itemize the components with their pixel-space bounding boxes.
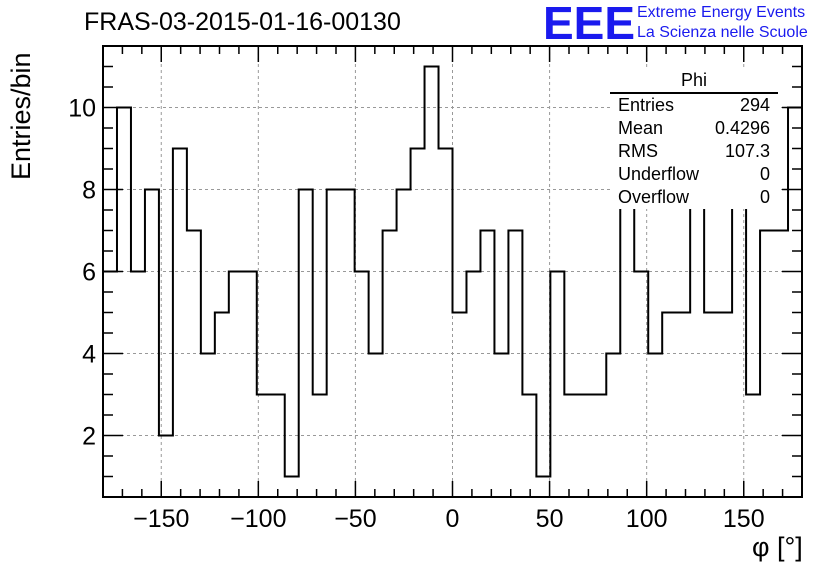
histogram-bin <box>536 477 550 498</box>
histogram-bin <box>718 313 732 498</box>
histogram-bin <box>327 190 341 498</box>
histogram-bin <box>676 313 690 498</box>
histogram-bin <box>341 190 355 498</box>
stats-row-entries: Entries 294 <box>610 94 778 117</box>
histogram-bin <box>480 231 494 498</box>
histogram-bin <box>271 395 285 498</box>
histogram-bin <box>564 395 578 498</box>
x-axis-label: φ [°] <box>752 532 803 562</box>
y-tick-label: 2 <box>82 423 96 451</box>
stats-value: 107.3 <box>724 141 770 161</box>
stats-value: 294 <box>739 95 770 115</box>
histogram-bin <box>662 313 676 498</box>
stats-value: 0 <box>759 187 770 207</box>
y-tick-label: 10 <box>68 95 96 123</box>
histogram-bin <box>634 272 648 498</box>
stats-box: Phi Entries 294 Mean 0.4296 RMS 107.3 Un… <box>610 70 778 209</box>
histogram-bin <box>131 272 145 498</box>
histogram-bin <box>411 149 425 498</box>
y-tick-label: 6 <box>82 259 96 287</box>
histogram-bin <box>592 395 606 498</box>
x-tick-label: 150 <box>723 505 765 533</box>
histogram-bin <box>229 272 243 498</box>
histogram-bin <box>439 149 453 498</box>
histogram-bin <box>746 395 760 498</box>
histogram-series <box>103 65 802 478</box>
histogram-bin <box>508 231 522 498</box>
y-tick-label: 4 <box>82 341 96 369</box>
histogram-bin <box>215 313 229 498</box>
x-tick-label: 100 <box>626 505 668 533</box>
histogram-bin <box>369 354 383 498</box>
stats-row-overflow: Overflow 0 <box>610 186 778 209</box>
histogram-bin <box>606 354 620 498</box>
histogram-bin <box>494 354 508 498</box>
histogram-bin <box>103 272 117 498</box>
eee-logo-mark: EEE <box>543 0 636 49</box>
stats-row-underflow: Underflow 0 <box>610 163 778 186</box>
stats-row-mean: Mean 0.4296 <box>610 117 778 140</box>
stats-value: 0 <box>759 164 770 184</box>
histogram-bin <box>578 395 592 498</box>
x-tick-label: 50 <box>536 505 564 533</box>
histogram-bin <box>788 108 802 498</box>
stats-label: RMS <box>618 141 658 161</box>
histogram-bin <box>145 190 159 498</box>
x-tick-label: 0 <box>446 505 460 533</box>
histogram-bin <box>466 272 480 498</box>
eee-logo-line2: La Scienza nelle Scuole <box>637 24 808 41</box>
stats-title: Phi <box>610 70 778 94</box>
histogram-bin <box>522 395 536 498</box>
eee-logo-line1: Extreme Energy Events <box>637 4 806 21</box>
histogram-bin <box>355 272 369 498</box>
stats-row-rms: RMS 107.3 <box>610 140 778 163</box>
y-tick-label: 8 <box>82 177 96 205</box>
x-tick-label: −100 <box>230 505 286 533</box>
histogram-bin <box>397 190 411 498</box>
histogram-bin <box>313 395 327 498</box>
chart-title: FRAS-03-2015-01-16-00130 <box>84 8 401 36</box>
histogram-bin <box>774 231 788 498</box>
histogram-bin <box>704 313 718 498</box>
histogram-bin <box>243 272 257 498</box>
histogram-bin <box>117 108 131 498</box>
stats-value: 0.4296 <box>714 118 770 138</box>
stats-label: Entries <box>618 95 675 115</box>
y-axis-label: Entries/bin <box>6 52 36 180</box>
stats-label: Overflow <box>618 187 690 207</box>
histogram-bin <box>173 149 187 498</box>
histogram-bin <box>383 231 397 498</box>
histogram-bin <box>760 231 774 498</box>
stats-label: Mean <box>618 118 664 138</box>
x-tick-label: −150 <box>133 505 189 533</box>
histogram-bin <box>187 231 201 498</box>
histogram-bin <box>690 190 704 498</box>
histogram-bin <box>453 313 467 498</box>
histogram-bin <box>425 67 439 498</box>
histogram-bin <box>299 190 313 498</box>
stats-label: Underflow <box>618 164 700 184</box>
histogram-bin <box>550 272 564 498</box>
histogram-bin <box>201 354 215 498</box>
x-tick-label: −50 <box>334 505 376 533</box>
histogram-bin <box>648 354 662 498</box>
